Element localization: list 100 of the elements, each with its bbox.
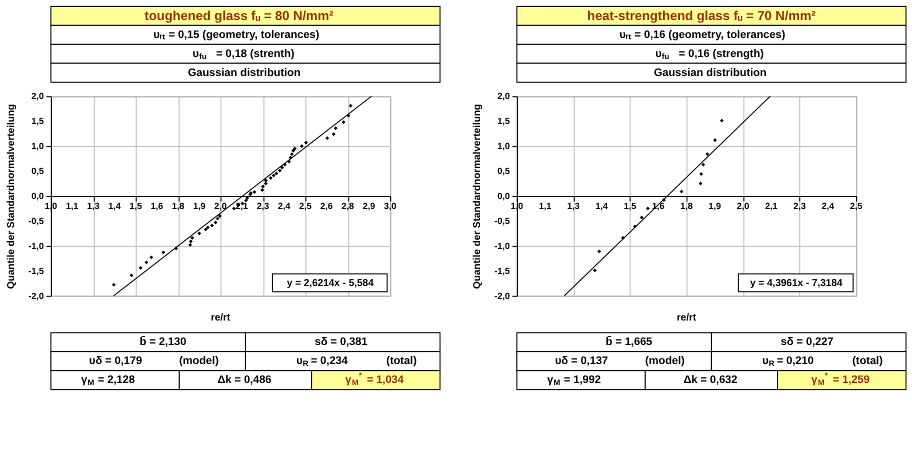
point — [646, 206, 650, 210]
point — [268, 176, 273, 180]
text: b̄ = 1,665 — [606, 336, 652, 348]
point — [260, 188, 264, 192]
point — [701, 162, 706, 166]
point — [593, 268, 597, 272]
x-tick-label: 2,5 — [299, 200, 312, 211]
y-tick-label: 2,0 — [497, 91, 510, 102]
point — [190, 236, 194, 240]
point — [214, 220, 218, 224]
y-tick-label: 0,5 — [497, 166, 510, 176]
text: Gaussian distribution — [654, 66, 767, 79]
text: Δk = 0,632 — [683, 374, 738, 386]
point — [188, 240, 193, 244]
point — [274, 172, 278, 176]
text: (total) — [852, 355, 884, 368]
x-tick-label: 2,0 — [214, 200, 227, 211]
text: (model) — [645, 355, 686, 368]
y-tick-label: -1,5 — [28, 266, 44, 276]
y-axis-title: Quantile der Standardnormalverteilung — [472, 104, 483, 290]
chart-title: heat-strengthend glass fᵤ = 70 N/mm² — [587, 8, 816, 23]
point — [713, 138, 717, 142]
point — [334, 126, 338, 130]
text: (total) — [386, 355, 418, 368]
point — [278, 168, 282, 172]
point — [325, 136, 330, 140]
text: (model) — [179, 355, 220, 368]
point — [290, 152, 294, 156]
x-tick-label: 1,9 — [708, 200, 722, 211]
y-tick-label: 1,5 — [497, 116, 510, 126]
annotation: y = 4,3961x - 7,3184 — [750, 278, 843, 289]
x-tick-label: 2,1 — [765, 200, 778, 211]
x-tick-label: 2,6 — [320, 200, 333, 211]
y-tick-label: -0,5 — [28, 216, 44, 226]
point — [161, 250, 166, 254]
text: Δk = 0,486 — [217, 374, 272, 386]
point — [188, 243, 192, 247]
y-tick-label: -1,0 — [494, 240, 510, 251]
y-tick-label: 2,0 — [31, 91, 44, 102]
point — [144, 260, 148, 264]
x-tick-label: 2,4 — [822, 200, 834, 211]
x-tick-label: 3,0 — [384, 200, 396, 211]
x-tick-label: 1,3 — [87, 200, 100, 211]
point — [699, 172, 704, 176]
text: sδ = 0,381 — [314, 336, 368, 348]
annotation: y = 2,6214x - 5,584 — [286, 278, 374, 289]
point — [138, 266, 142, 270]
point — [130, 273, 134, 278]
text: υδ = 0,179 — [89, 355, 142, 368]
y-tick-label: 0,5 — [31, 166, 44, 176]
chart-title: toughened glass fᵤ = 80 N/mm² — [144, 8, 334, 23]
point — [264, 178, 268, 182]
point — [264, 182, 268, 186]
point — [216, 216, 220, 220]
x-tick-label: 1,4 — [595, 200, 608, 211]
y-tick-label: 1,0 — [497, 141, 510, 152]
point — [204, 228, 208, 232]
x-tick-label: 1,9 — [193, 200, 206, 211]
x-tick-label: 1,1 — [66, 200, 78, 211]
x-axis-title: re/rt — [210, 312, 231, 324]
y-tick-label: 0,0 — [497, 191, 510, 201]
x-tick-label: 2,5 — [850, 200, 862, 211]
x-tick-label: 1,1 — [538, 200, 552, 211]
x-axis-title: re/rt — [676, 312, 697, 324]
point — [597, 250, 602, 254]
point — [332, 132, 336, 136]
text: υᵣₜ = 0,15 (geometry, tolerances) — [153, 28, 320, 41]
x-tick-label: 2,0 — [736, 200, 750, 211]
y-tick-label: -1,5 — [494, 266, 510, 276]
x-tick-label: 1,8 — [172, 200, 184, 211]
point — [300, 144, 304, 148]
text: Gaussian distribution — [188, 66, 301, 79]
y-axis-title: Quantile der Standardnormalverteilung — [6, 104, 17, 290]
x-tick-label: 1,5 — [624, 200, 636, 211]
point — [348, 104, 352, 108]
x-tick-label: 1,6 — [150, 200, 164, 211]
x-tick-label: 1,3 — [567, 200, 580, 211]
x-tick-label: 2,3 — [793, 200, 806, 211]
point — [280, 166, 284, 170]
text: υδ = 0,137 — [555, 355, 608, 368]
y-tick-label: 0,0 — [31, 191, 44, 201]
y-tick-label: -0,5 — [494, 216, 510, 226]
text: sδ = 0,227 — [780, 336, 834, 348]
point — [705, 152, 710, 156]
y-tick-label: -2,0 — [28, 290, 44, 301]
y-tick-label: -2,0 — [494, 290, 510, 301]
x-tick-label: 2,4 — [278, 200, 290, 211]
x-tick-label: 1,4 — [108, 200, 121, 211]
x-tick-label: 1,8 — [680, 200, 693, 211]
point — [149, 256, 154, 260]
point — [342, 120, 346, 124]
x-tick-label: 2,3 — [256, 200, 270, 211]
y-tick-label: 1,0 — [31, 141, 44, 152]
x-tick-label: 1,5 — [129, 200, 142, 211]
text: b̄ = 2,130 — [140, 336, 186, 348]
text: υᵣₜ = 0,16 (geometry, tolerances) — [619, 28, 786, 41]
point — [640, 216, 644, 220]
y-tick-label: 1,5 — [31, 116, 44, 126]
point — [206, 226, 210, 230]
x-tick-label: 2,8 — [342, 200, 354, 211]
